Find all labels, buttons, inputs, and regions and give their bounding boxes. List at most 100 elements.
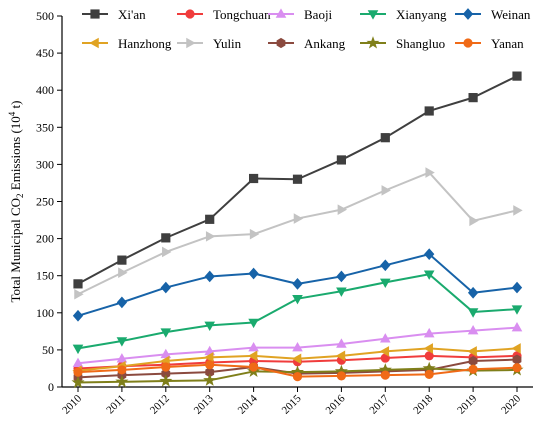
legend-marker-baoji bbox=[275, 8, 287, 18]
series-hanzhong bbox=[72, 343, 521, 376]
legend-marker-yanan bbox=[463, 38, 473, 48]
point-xianyang bbox=[248, 318, 259, 329]
x-tick-label: 2010 bbox=[60, 392, 84, 416]
y-tick-label: 500 bbox=[36, 9, 54, 23]
y-tick-label: 250 bbox=[36, 195, 54, 209]
legend-item-tongchuan: Tongchuan bbox=[177, 7, 271, 22]
series-yulin bbox=[74, 167, 523, 300]
point-hanzhong bbox=[511, 343, 521, 354]
point-yulin bbox=[293, 213, 304, 224]
series-baoji bbox=[72, 321, 523, 368]
point-yanan bbox=[205, 360, 215, 370]
point-weinan bbox=[72, 309, 84, 322]
point-hanzhong bbox=[335, 350, 346, 362]
x-tick-label: 2013 bbox=[192, 392, 216, 416]
point-xianyang bbox=[292, 294, 303, 305]
x-tick-label: 2018 bbox=[411, 392, 435, 416]
series-xi-an bbox=[73, 71, 522, 289]
point-weinan bbox=[292, 278, 303, 290]
x-tick-label: 2014 bbox=[236, 392, 260, 416]
x-tick-label: 2016 bbox=[323, 392, 347, 416]
legend-marker-tongchuan bbox=[185, 9, 195, 19]
series-weinan bbox=[72, 248, 523, 322]
legend-marker-xianyang bbox=[367, 10, 379, 20]
point-xianyang bbox=[204, 321, 216, 332]
point-hanzhong bbox=[423, 343, 433, 354]
legend-label-baoji: Baoji bbox=[304, 7, 333, 22]
point-yanan bbox=[336, 371, 346, 381]
point-yanan bbox=[512, 363, 522, 373]
point-ankang bbox=[512, 354, 522, 365]
legend-label-weinan: Weinan bbox=[491, 7, 531, 22]
point-tongchuan bbox=[424, 351, 434, 361]
y-tick-label: 200 bbox=[36, 232, 54, 246]
y-axis-label-mid: Emissions (10 bbox=[8, 116, 23, 193]
y-tick-label: 150 bbox=[36, 269, 54, 283]
point-yulin bbox=[469, 215, 479, 227]
point-baoji bbox=[336, 338, 347, 348]
y-axis-label-end: t) bbox=[8, 100, 23, 111]
y-tick-label: 350 bbox=[36, 120, 54, 134]
x-tick-label: 2015 bbox=[280, 392, 304, 416]
legend-label-tongchuan: Tongchuan bbox=[213, 7, 271, 22]
point-shangluo bbox=[159, 374, 173, 387]
legend-marker-shangluo bbox=[366, 36, 380, 49]
y-tick-label: 50 bbox=[42, 343, 54, 357]
x-tick-label: 2011 bbox=[104, 393, 128, 417]
point-xianyang bbox=[336, 287, 347, 297]
point-baoji bbox=[160, 348, 172, 359]
y-tick-label: 300 bbox=[36, 157, 54, 171]
point-xi-an bbox=[117, 255, 127, 265]
legend-item-hanzhong: Hanzhong bbox=[82, 36, 172, 51]
point-xi-an bbox=[424, 106, 434, 116]
point-yulin bbox=[205, 231, 216, 242]
y-axis-label-main: Total Municipal CO bbox=[8, 198, 23, 303]
legend-item-yanan: Yanan bbox=[455, 36, 524, 51]
point-baoji bbox=[248, 342, 259, 352]
point-baoji bbox=[72, 357, 84, 368]
point-yanan bbox=[424, 369, 434, 379]
legend-item-xi-an: Xi'an bbox=[82, 7, 146, 22]
point-xianyang bbox=[511, 305, 523, 315]
point-xianyang bbox=[116, 337, 128, 347]
point-xianyang bbox=[379, 278, 391, 289]
point-baoji bbox=[116, 353, 128, 363]
y-tick-label: 100 bbox=[36, 306, 54, 320]
legend-label-shangluo: Shangluo bbox=[396, 36, 445, 51]
legend-marker-yulin bbox=[186, 37, 196, 49]
legend-item-yulin: Yulin bbox=[177, 36, 242, 51]
point-yulin bbox=[337, 204, 348, 215]
x-tick-label: 2020 bbox=[499, 392, 523, 416]
series-yanan bbox=[73, 360, 522, 382]
x-tick-label: 2017 bbox=[367, 392, 391, 416]
point-yanan bbox=[380, 370, 390, 380]
y-tick-label: 0 bbox=[48, 380, 54, 394]
point-weinan bbox=[511, 281, 523, 294]
point-xi-an bbox=[512, 71, 522, 81]
legend-label-yulin: Yulin bbox=[213, 36, 242, 51]
point-xianyang bbox=[160, 328, 172, 338]
legend-marker-ankang bbox=[276, 37, 286, 49]
legend-item-weinan: Weinan bbox=[455, 7, 531, 22]
point-weinan bbox=[248, 267, 259, 280]
y-axis-label: Total Municipal CO2 Emissions (104 t) bbox=[7, 100, 25, 302]
point-xi-an bbox=[248, 173, 259, 184]
y-ticks: 0 50 100 150 200 250 300 350 400 450 500 bbox=[36, 9, 62, 394]
point-xi-an bbox=[336, 155, 347, 165]
legend-label-hanzhong: Hanzhong bbox=[118, 36, 172, 51]
point-shangluo bbox=[71, 375, 85, 389]
point-hanzhong bbox=[204, 352, 214, 363]
point-xi-an bbox=[468, 93, 478, 103]
legend-item-ankang: Ankang bbox=[268, 36, 346, 51]
point-baoji bbox=[423, 327, 435, 338]
legend-item-xianyang: Xianyang bbox=[360, 7, 447, 22]
y-axis-label-sub: 2 bbox=[15, 193, 25, 198]
point-baoji bbox=[467, 324, 479, 335]
y-axis-label-sup: 4 bbox=[7, 111, 17, 116]
point-yulin bbox=[249, 228, 260, 240]
point-yulin bbox=[513, 205, 523, 216]
point-hanzhong bbox=[379, 346, 390, 357]
legend-label-xianyang: Xianyang bbox=[396, 7, 447, 22]
point-yanan bbox=[73, 367, 83, 377]
legend-marker-weinan bbox=[462, 8, 474, 20]
